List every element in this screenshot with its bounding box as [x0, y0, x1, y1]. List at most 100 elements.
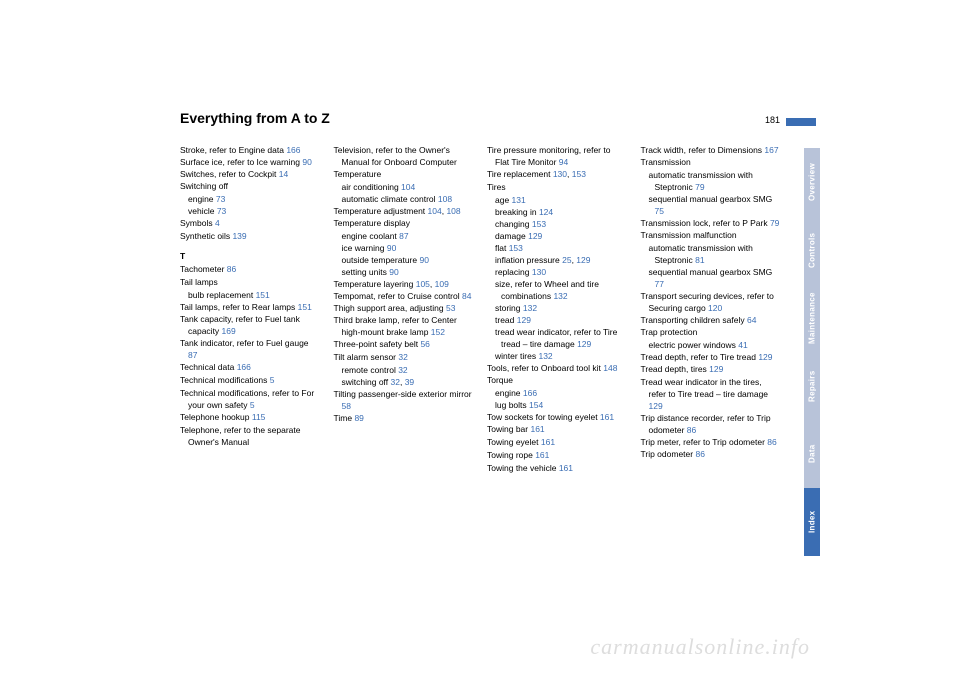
page-ref[interactable]: 166	[286, 145, 300, 155]
side-tab-overview[interactable]: Overview	[804, 148, 820, 216]
page-ref[interactable]: 167	[764, 145, 778, 155]
page-ref[interactable]: 90	[302, 157, 311, 167]
page-ref[interactable]: 148	[603, 363, 617, 373]
index-entry: inflation pressure 25, 129	[487, 254, 627, 266]
page-ref[interactable]: 161	[559, 463, 573, 473]
index-entry: Synthetic oils 139	[180, 230, 320, 242]
side-tab-controls[interactable]: Controls	[804, 216, 820, 284]
page-ref[interactable]: 90	[387, 243, 396, 253]
page-ref[interactable]: 84	[462, 291, 471, 301]
page-ref[interactable]: 75	[655, 206, 664, 216]
page-ref[interactable]: 129	[758, 352, 772, 362]
index-entry: age 131	[487, 194, 627, 206]
page-ref[interactable]: 90	[419, 255, 428, 265]
page-ref[interactable]: 89	[354, 413, 363, 423]
page-ref[interactable]: 73	[217, 206, 226, 216]
page-ref[interactable]: 77	[655, 279, 664, 289]
index-entry: Temperature adjustment 104, 108	[334, 205, 474, 217]
page-ref[interactable]: 56	[420, 339, 429, 349]
page-ref[interactable]: 105	[416, 279, 430, 289]
page-ref[interactable]: 166	[237, 362, 251, 372]
page-ref[interactable]: 166	[523, 388, 537, 398]
page-ref[interactable]: 154	[529, 400, 543, 410]
page-ref[interactable]: 5	[270, 375, 275, 385]
page-ref[interactable]: 41	[738, 340, 747, 350]
page-ref[interactable]: 130	[532, 267, 546, 277]
page-ref[interactable]: 152	[431, 327, 445, 337]
page-ref[interactable]: 53	[446, 303, 455, 313]
page-ref[interactable]: 161	[541, 437, 555, 447]
page-ref[interactable]: 5	[250, 400, 255, 410]
side-tab-repairs[interactable]: Repairs	[804, 352, 820, 420]
index-entry: Time 89	[334, 412, 474, 424]
page-ref[interactable]: 32	[390, 377, 399, 387]
page-ref[interactable]: 86	[767, 437, 776, 447]
side-tab-index[interactable]: Index	[804, 488, 820, 556]
index-entry: Tempomat, refer to Cruise control 84	[334, 290, 474, 302]
index-entry: Tank indicator, refer to Fuel gauge 87	[180, 337, 320, 361]
page-ref[interactable]: 161	[530, 424, 544, 434]
page-ref[interactable]: 132	[523, 303, 537, 313]
index-entry: T	[180, 250, 320, 262]
index-entry: outside temperature 90	[334, 254, 474, 266]
page-ref[interactable]: 73	[216, 194, 225, 204]
page-ref[interactable]: 139	[232, 231, 246, 241]
page-ref[interactable]: 129	[577, 339, 591, 349]
page-ref[interactable]: 87	[188, 350, 197, 360]
page-ref[interactable]: 32	[398, 365, 407, 375]
page-ref[interactable]: 129	[528, 231, 542, 241]
page-ref[interactable]: 161	[535, 450, 549, 460]
page-ref[interactable]: 153	[509, 243, 523, 253]
page-ref[interactable]: 104	[401, 182, 415, 192]
page-ref[interactable]: 79	[695, 182, 704, 192]
page-ref[interactable]: 129	[576, 255, 590, 265]
page-ref[interactable]: 25	[562, 255, 571, 265]
page-ref[interactable]: 87	[399, 231, 408, 241]
page-ref[interactable]: 86	[687, 425, 696, 435]
page-ref[interactable]: 130	[553, 169, 567, 179]
page-ref[interactable]: 108	[446, 206, 460, 216]
side-tab-maintenance[interactable]: Maintenance	[804, 284, 820, 352]
page-ref[interactable]: 129	[517, 315, 531, 325]
index-entry: air conditioning 104	[334, 181, 474, 193]
page-ref[interactable]: 39	[405, 377, 414, 387]
page-ref[interactable]: 81	[695, 255, 704, 265]
page-ref[interactable]: 86	[227, 264, 236, 274]
page-ref[interactable]: 32	[398, 352, 407, 362]
page-ref[interactable]: 86	[695, 449, 704, 459]
page-ref[interactable]: 14	[279, 169, 288, 179]
index-entry: storing 132	[487, 302, 627, 314]
page-ref[interactable]: 129	[709, 364, 723, 374]
page-ref[interactable]: 169	[222, 326, 236, 336]
page-ref[interactable]: 94	[559, 157, 568, 167]
index-entry: Three-point safety belt 56	[334, 338, 474, 350]
column-3: Tire pressure monitoring, refer to Flat …	[487, 144, 627, 475]
page-ref[interactable]: 151	[298, 302, 312, 312]
page-ref[interactable]: 153	[572, 169, 586, 179]
index-entry: Switching off	[180, 180, 320, 192]
page-ref[interactable]: 131	[512, 195, 526, 205]
page-ref[interactable]: 109	[435, 279, 449, 289]
page-ref[interactable]: 129	[649, 401, 663, 411]
page-ref[interactable]: 115	[252, 412, 266, 422]
index-entry: Tread depth, tires 129	[641, 363, 781, 375]
page-ref[interactable]: 153	[532, 219, 546, 229]
page-ref[interactable]: 90	[389, 267, 398, 277]
page-ref[interactable]: 104	[428, 206, 442, 216]
page-ref[interactable]: 58	[342, 401, 351, 411]
page-ref[interactable]: 120	[708, 303, 722, 313]
page-ref[interactable]: 4	[215, 218, 220, 228]
page-ref[interactable]: 151	[256, 290, 270, 300]
index-entry: Tools, refer to Onboard tool kit 148	[487, 362, 627, 374]
index-entry: Tail lamps, refer to Rear lamps 151	[180, 301, 320, 313]
page-ref[interactable]: 79	[770, 218, 779, 228]
page-ref[interactable]: 108	[438, 194, 452, 204]
page-ref[interactable]: 64	[747, 315, 756, 325]
side-tab-data[interactable]: Data	[804, 420, 820, 488]
page-ref[interactable]: 124	[539, 207, 553, 217]
page-ref[interactable]: 132	[538, 351, 552, 361]
page-ref[interactable]: 161	[600, 412, 614, 422]
page-ref[interactable]: 132	[553, 291, 567, 301]
index-entry: engine coolant 87	[334, 230, 474, 242]
index-entry: Thigh support area, adjusting 53	[334, 302, 474, 314]
